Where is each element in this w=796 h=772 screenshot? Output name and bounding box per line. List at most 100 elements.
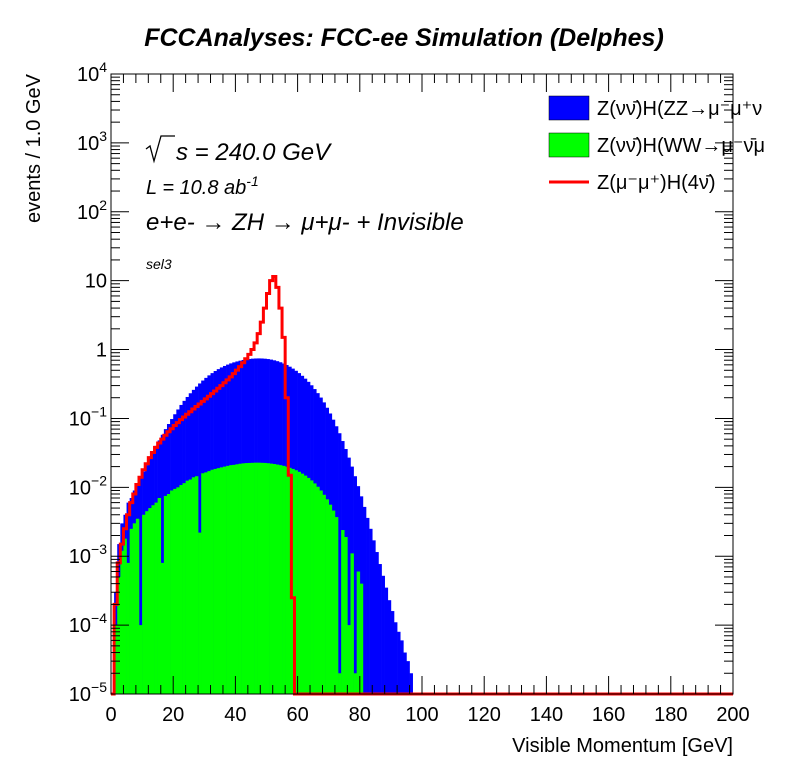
bar: [166, 494, 171, 694]
bar: [372, 540, 376, 694]
y-axis-label: events / 1.0 GeV: [23, 73, 45, 223]
bar: [148, 508, 152, 694]
bar: [185, 480, 190, 694]
bar: [397, 631, 401, 694]
bar: [257, 462, 261, 694]
bar: [387, 600, 392, 694]
bar: [366, 517, 370, 694]
bar: [353, 673, 357, 694]
bar: [151, 505, 155, 694]
bar: [198, 532, 202, 694]
bar: [403, 652, 407, 694]
y-tick-label: 10: [85, 271, 107, 293]
bar: [176, 487, 180, 694]
bar: [269, 463, 274, 694]
bar: [235, 464, 239, 694]
x-tick-label: 180: [654, 704, 687, 726]
bar: [132, 523, 137, 694]
x-tick-label: 20: [162, 704, 184, 726]
bar: [157, 498, 162, 694]
x-axis-label: Visible Momentum [GeV]: [512, 735, 733, 757]
x-tick-label: 160: [592, 704, 625, 726]
bar: [300, 473, 305, 694]
legend-label: Z(μ⁻μ⁺)H(4ν̄): [597, 172, 716, 194]
x-tick-label: 0: [105, 704, 116, 726]
lumi-text: L = 10.8 ab-1: [146, 173, 259, 199]
bar: [313, 483, 317, 694]
sqrt-symbol: [145, 135, 175, 164]
bar: [319, 490, 323, 694]
bar: [353, 476, 357, 694]
bar: [216, 468, 221, 694]
bar: [356, 571, 361, 694]
bar: [297, 471, 302, 694]
bar: [238, 463, 242, 694]
chart-title: FCCAnalyses: FCC-ee Simulation (Delphes): [144, 24, 664, 52]
x-tick-label: 40: [224, 704, 246, 726]
bar: [188, 479, 193, 694]
y-tick-label: 10−3: [69, 541, 107, 568]
bar: [213, 468, 218, 694]
bar: [341, 530, 345, 694]
bar: [344, 537, 348, 694]
bar: [222, 466, 227, 694]
series-line-1: [111, 274, 733, 696]
legend-swatch: [548, 132, 590, 158]
bar: [381, 575, 385, 694]
bar: [232, 464, 236, 694]
bar: [362, 506, 367, 694]
x-tick-label: 80: [349, 704, 371, 726]
bar: [260, 462, 264, 694]
bar: [154, 502, 158, 694]
bar: [325, 499, 329, 694]
bar: [350, 553, 354, 694]
bar: [303, 475, 308, 694]
x-tick-label: 100: [405, 704, 438, 726]
bar: [369, 528, 373, 694]
histogram-bars: [114, 358, 413, 694]
legend-swatch: [548, 95, 590, 121]
bar: [138, 477, 143, 694]
bar: [194, 476, 199, 694]
bar: [400, 640, 404, 694]
bar: [120, 550, 124, 694]
bar: [204, 472, 208, 694]
bar: [390, 611, 395, 694]
bar: [123, 538, 127, 694]
bar: [384, 587, 389, 694]
x-axis: 0 20 40 60 80 100 120 140 160 180 200: [105, 74, 750, 726]
bar: [145, 511, 149, 694]
bar: [170, 490, 174, 694]
bar: [160, 562, 165, 694]
y-tick-label: 10−4: [69, 610, 107, 637]
bar: [247, 462, 252, 694]
bar: [285, 466, 289, 694]
bar: [142, 514, 146, 694]
legend-label: Z(νν̄)H(WW→μ⁻ν̄μ: [597, 135, 765, 157]
bar: [316, 486, 320, 694]
x-tick-label: 60: [286, 704, 308, 726]
bar: [219, 467, 224, 694]
bar: [328, 504, 333, 694]
legend-label: Z(νν̄)H(ZZ→μ⁻μ⁺ν: [597, 98, 762, 120]
legend: Z(νν̄)H(ZZ→μ⁻μ⁺ν Z(νν̄)H(WW→μ⁻ν̄μ Z(μ⁻μ⁺)H…: [548, 95, 765, 194]
bar: [338, 673, 342, 694]
bar: [394, 622, 398, 694]
bar: [138, 625, 143, 694]
bar: [409, 673, 413, 694]
x-tick-label: 120: [468, 704, 501, 726]
y-tick-label: 102: [77, 197, 107, 224]
bar: [201, 473, 205, 694]
bar: [126, 562, 130, 694]
process-text: e+e- → ZH → μ+μ- + Invisible: [146, 209, 464, 236]
x-tick-label: 140: [530, 704, 563, 726]
bar: [135, 518, 140, 694]
bar: [331, 510, 336, 694]
x-tick-label: 200: [716, 704, 749, 726]
bar: [338, 433, 342, 694]
bar: [266, 463, 270, 694]
bar: [114, 625, 118, 694]
bar: [129, 528, 134, 694]
y-tick-label: 103: [77, 128, 107, 155]
bar: [179, 485, 183, 694]
